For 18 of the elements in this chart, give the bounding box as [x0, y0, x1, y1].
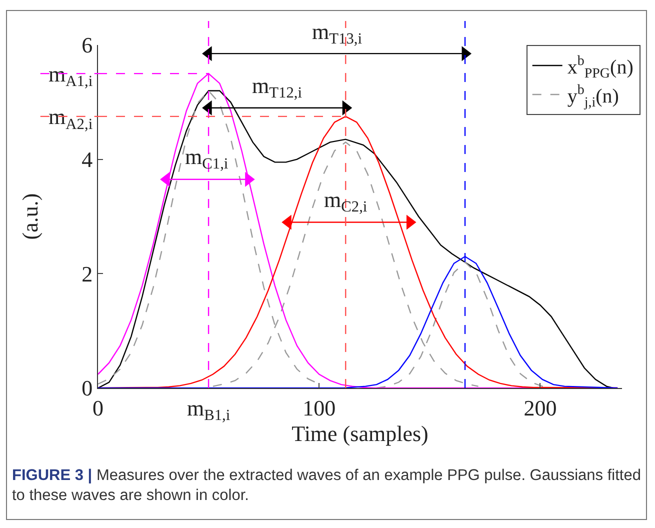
y-axis-title: (a.u.)	[17, 193, 42, 240]
x-tick-label: 100	[302, 395, 336, 420]
legend-label: x$^{b}$$_{PPG}$(n)	[567, 54, 634, 82]
legend-label: y$^{b}$$_{j,i}$(n)	[567, 82, 619, 110]
caption: FIGURE 3 | Measures over the extracted waves of an example PPG pulse. Gaussians fitted to these waves are shown in color.	[12, 466, 642, 506]
y-tick-label: m$_{A1,i}$	[48, 61, 93, 90]
y-tick-label: m$_{A2,i}$	[48, 104, 93, 133]
annotation: m$_{C2,i}$	[324, 187, 368, 216]
y-tick-label: 6	[82, 32, 93, 58]
x-tick-label: 200	[524, 395, 557, 420]
annotation: m$_{T13,i}$	[312, 19, 362, 48]
annotation: m$_{C1,i}$	[185, 144, 228, 173]
y-tick-label: 2	[82, 261, 93, 286]
annotation: m$_{T12,i}$	[252, 73, 302, 102]
x-tick-label: m$_{B1,i}$	[186, 395, 230, 424]
x-axis-title: Time (samples)	[292, 420, 428, 446]
y-tick-label: 0	[82, 376, 93, 401]
y-tick-label: 4	[82, 147, 93, 172]
